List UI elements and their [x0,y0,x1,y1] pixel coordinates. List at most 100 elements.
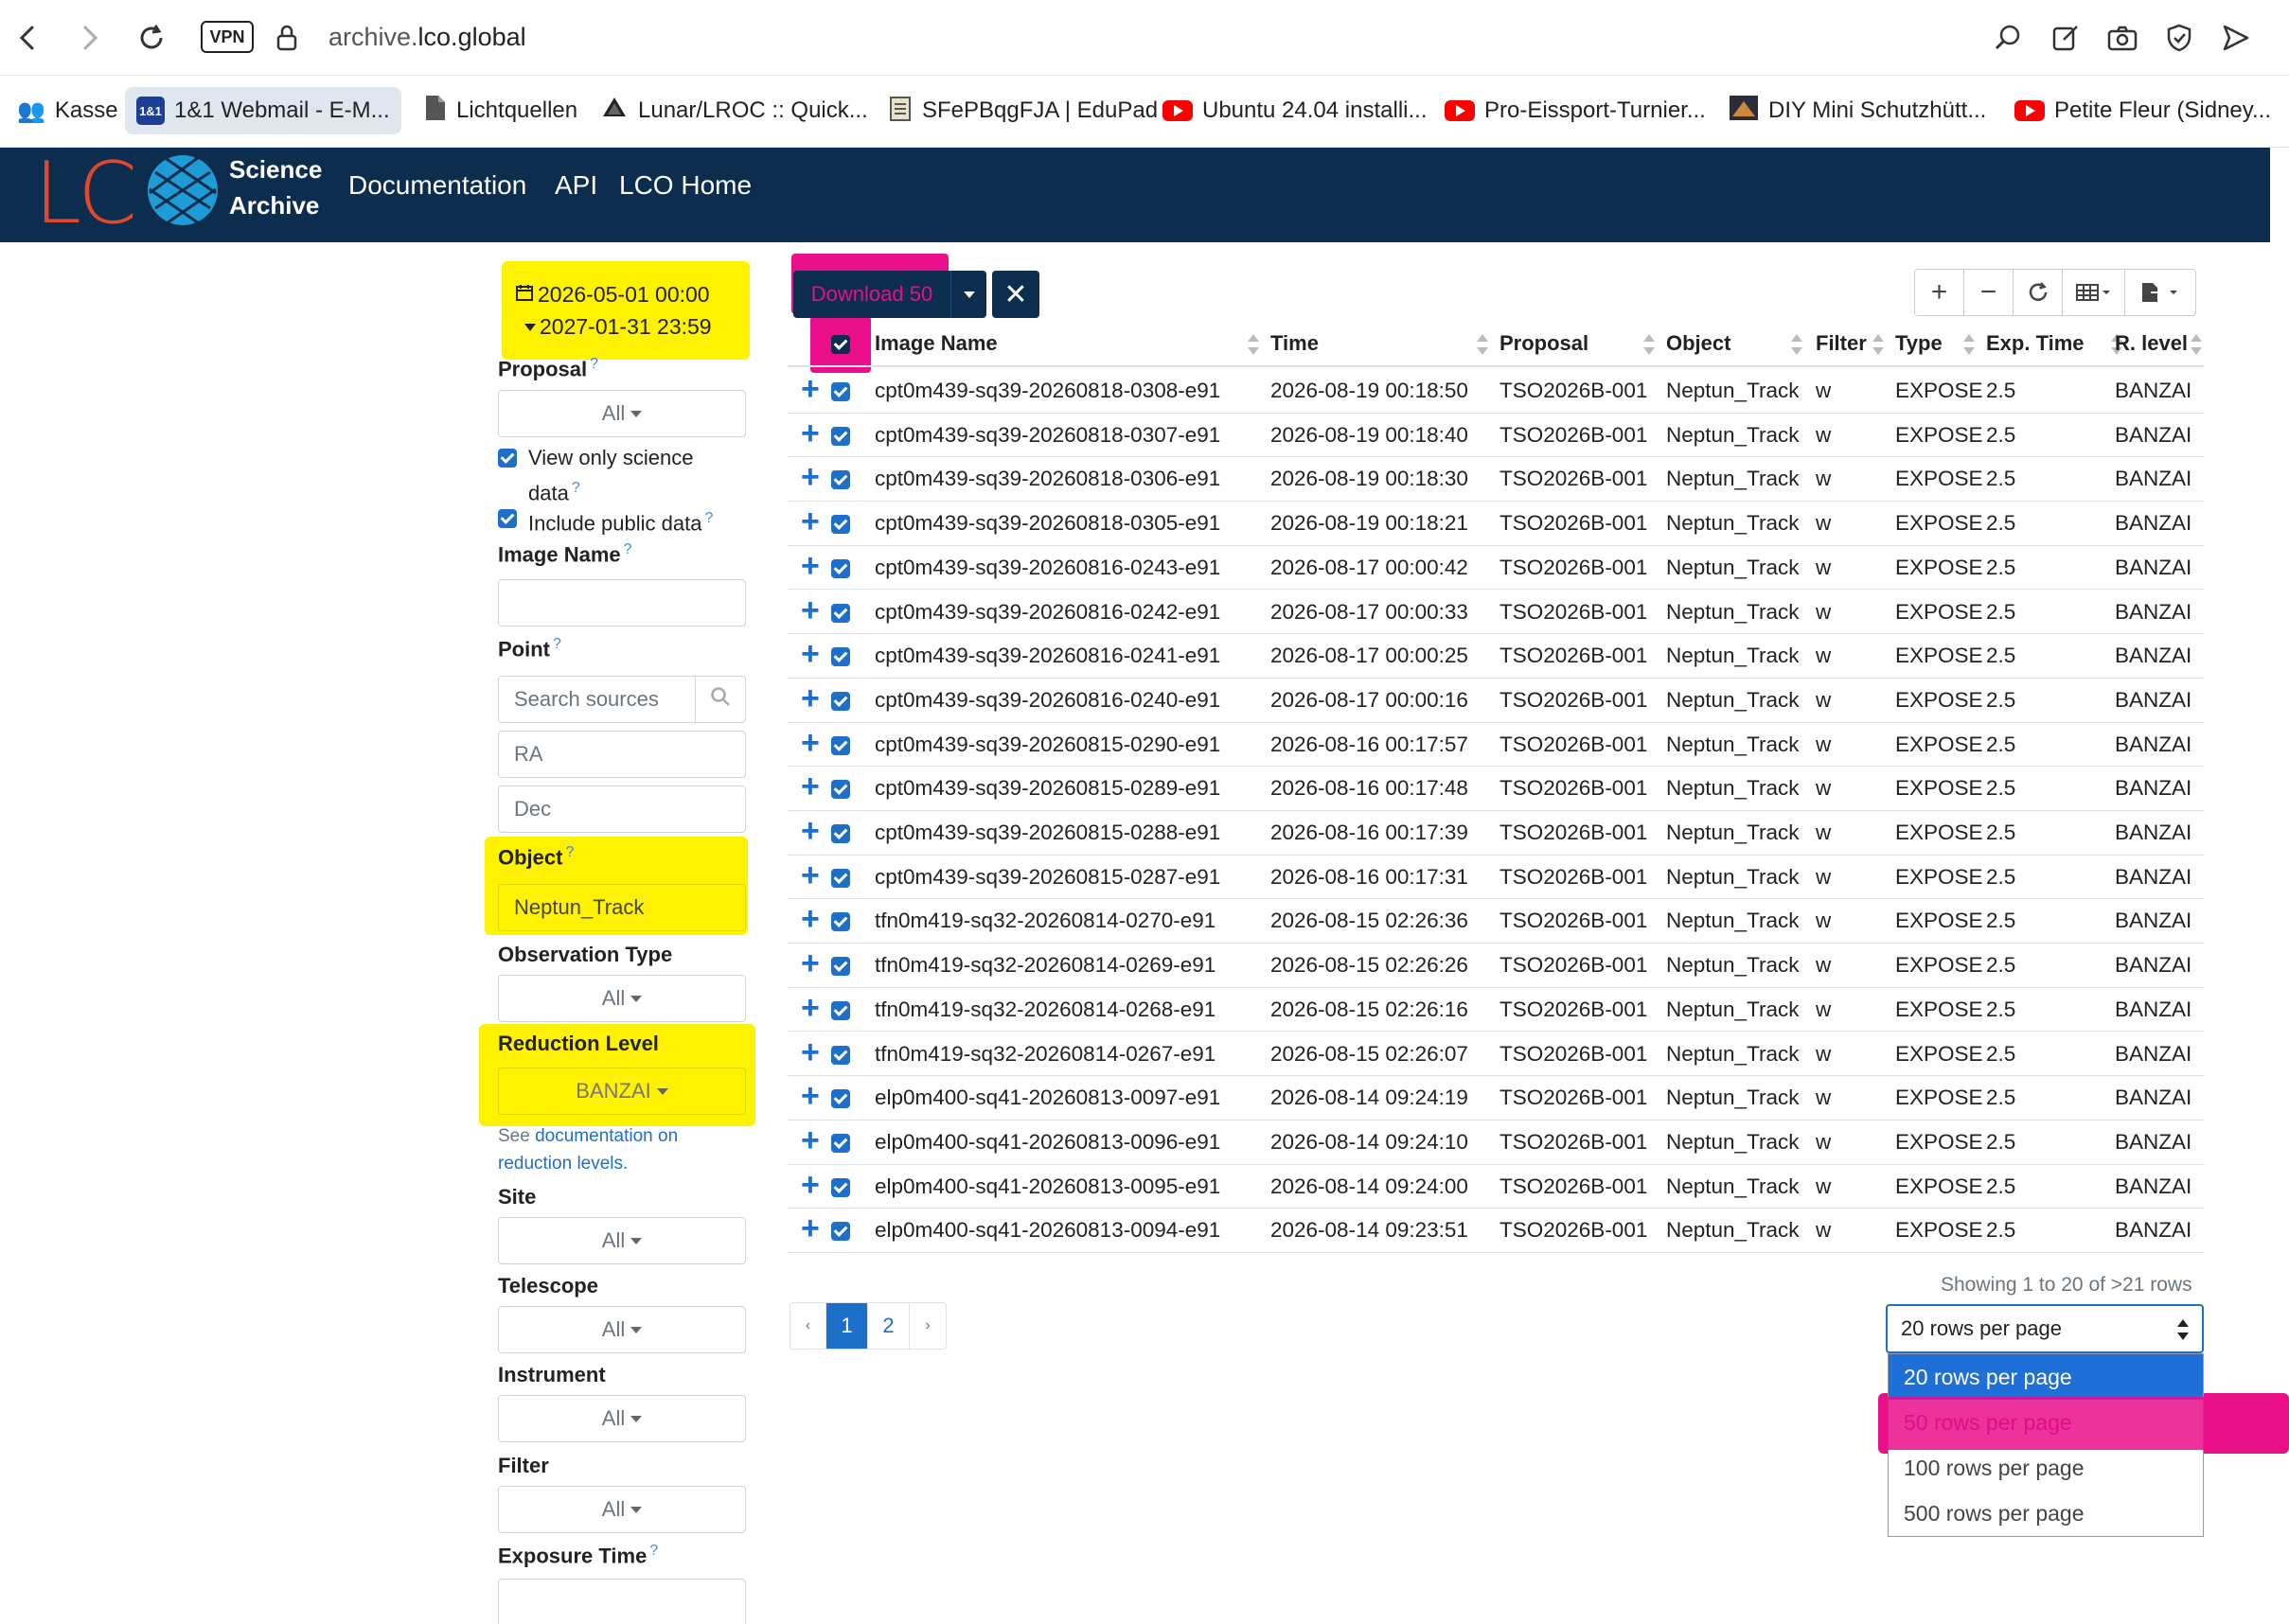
reduction-docs-link[interactable]: documentation on [535,1126,679,1146]
table-row[interactable]: + cpt0m439-sq39-20260818-0308-e91 2026-08-… [788,369,2204,414]
help-icon[interactable]: ? [565,844,575,860]
row-checkbox[interactable] [831,1045,850,1065]
row-checkbox[interactable] [831,1222,850,1242]
col-image-name[interactable]: Image Name [875,331,998,355]
row-checkbox[interactable] [831,868,850,888]
cell-image-name[interactable]: cpt0m439-sq39-20260818-0308-e91 [875,379,1221,402]
expand-row-icon[interactable]: + [801,371,820,407]
table-row[interactable]: + elp0m400-sq41-20260813-0096-e91 2026-08-… [788,1121,2204,1165]
expand-row-icon[interactable]: + [801,813,820,849]
expand-all-icon[interactable]: + [1915,270,1964,315]
rows-option-20[interactable]: 20 rows per page [1889,1354,2203,1400]
page-2-button[interactable]: 2 [868,1303,910,1349]
help-icon[interactable]: ? [553,636,561,652]
table-row[interactable]: + cpt0m439-sq39-20260815-0288-e91 2026-08-… [788,811,2204,856]
row-checkbox[interactable] [831,603,850,623]
row-checkbox[interactable] [831,470,850,490]
table-row[interactable]: + elp0m400-sq41-20260813-0097-e91 2026-08-… [788,1076,2204,1121]
row-checkbox[interactable] [831,780,850,800]
edit-icon[interactable] [2047,19,2085,57]
table-row[interactable]: + cpt0m439-sq39-20260815-0289-e91 2026-08-… [788,767,2204,811]
cell-image-name[interactable]: cpt0m439-sq39-20260816-0242-e91 [875,599,1221,624]
expand-row-icon[interactable]: + [801,415,820,451]
date-range[interactable]: 2026-05-01 00:00 2027-01-31 23:59 [515,278,712,343]
next-page-button[interactable]: › [925,1317,931,1333]
cell-image-name[interactable]: cpt0m439-sq39-20260818-0306-e91 [875,467,1221,491]
cell-image-name[interactable]: cpt0m439-sq39-20260816-0240-e91 [875,687,1221,712]
cell-image-name[interactable]: elp0m400-sq41-20260813-0095-e91 [875,1174,1221,1198]
bookmark-eissport[interactable]: Pro-Eissport-Turnier... [1433,87,1717,134]
col-filter[interactable]: Filter [1816,331,1867,355]
sort-icon[interactable] [1477,333,1488,356]
cell-image-name[interactable]: cpt0m439-sq39-20260815-0289-e91 [875,776,1221,801]
page-1-button[interactable]: 1 [826,1303,868,1349]
public-data-checkbox-row[interactable]: Include public data? [498,503,713,538]
sort-icon[interactable] [1963,333,1975,356]
col-type[interactable]: Type [1895,331,1943,355]
cell-image-name[interactable]: tfn0m419-sq32-20260814-0268-e91 [875,997,1216,1021]
row-checkbox[interactable] [831,426,850,446]
row-checkbox[interactable] [831,957,850,977]
row-checkbox[interactable] [831,1000,850,1020]
cell-image-name[interactable]: cpt0m439-sq39-20260816-0243-e91 [875,555,1221,579]
search-sources-button[interactable] [695,676,746,723]
expand-row-icon[interactable]: + [801,989,820,1026]
row-checkbox[interactable] [831,735,850,755]
cell-image-name[interactable]: cpt0m439-sq39-20260815-0288-e91 [875,821,1221,844]
nav-api[interactable]: API [555,170,598,200]
row-checkbox[interactable] [831,824,850,843]
expand-row-icon[interactable]: + [801,945,820,982]
lco-logo[interactable]: LC [34,144,137,243]
table-row[interactable]: + cpt0m439-sq39-20260816-0240-e91 2026-08-… [788,679,2204,723]
observation-type-select[interactable]: All [498,975,746,1022]
expand-row-icon[interactable]: + [801,901,820,938]
cell-image-name[interactable]: tfn0m419-sq32-20260814-0267-e91 [875,1041,1216,1066]
bookmark-schutzhuette[interactable]: DIY Mini Schutzhütt... [1717,87,1997,134]
ra-input[interactable]: RA [498,731,746,778]
science-only-checkbox-row[interactable]: View only science data? [498,443,693,508]
table-row[interactable]: + cpt0m439-sq39-20260818-0305-e91 2026-08-… [788,502,2204,546]
search-sources-input[interactable]: Search sources [498,676,697,723]
bookmark-lroc[interactable]: Lunar/LROC :: Quick... [589,87,879,134]
help-icon[interactable]: ? [571,480,580,496]
cell-image-name[interactable]: elp0m400-sq41-20260813-0097-e91 [875,1086,1221,1110]
expand-row-icon[interactable]: + [801,636,820,673]
table-row[interactable]: + elp0m400-sq41-20260813-0094-e91 2026-08-… [788,1209,2204,1253]
expand-row-icon[interactable]: + [801,1210,820,1247]
public-data-checkbox[interactable] [498,509,517,528]
table-row[interactable]: + cpt0m439-sq39-20260815-0290-e91 2026-08-… [788,723,2204,768]
table-row[interactable]: + tfn0m419-sq32-20260814-0269-e91 2026-08-… [788,944,2204,988]
cell-image-name[interactable]: tfn0m419-sq32-20260814-0269-e91 [875,953,1216,978]
sort-icon[interactable] [1791,333,1802,356]
vpn-badge[interactable]: VPN [201,21,254,53]
filter-select[interactable]: All [498,1486,746,1533]
sort-icon[interactable] [1248,333,1259,356]
search-page-icon[interactable] [1990,19,2028,57]
site-select[interactable]: All [498,1217,746,1264]
logo-text[interactable]: Science Archive [229,151,322,223]
camera-icon[interactable] [2103,19,2141,57]
sort-icon[interactable] [2111,333,2122,356]
expand-row-icon[interactable]: + [801,680,820,716]
nav-lco-home[interactable]: LCO Home [619,170,753,200]
table-row[interactable]: + elp0m400-sq41-20260813-0095-e91 2026-08-… [788,1165,2204,1209]
reduction-docs-link-2[interactable]: reduction levels. [498,1154,629,1174]
expand-row-icon[interactable]: + [801,591,820,628]
help-icon[interactable]: ? [704,510,714,526]
proposal-select[interactable]: All [498,390,746,437]
rows-option-50[interactable]: 50 rows per page [1904,1409,2072,1435]
table-row[interactable]: + tfn0m419-sq32-20260814-0268-e91 2026-08-… [788,988,2204,1033]
reduction-level-select[interactable]: BANZAI [498,1068,746,1115]
image-name-input[interactable] [498,579,746,627]
science-only-checkbox[interactable] [498,449,517,468]
expand-row-icon[interactable]: + [801,768,820,805]
send-icon[interactable] [2217,19,2255,57]
bookmark-ubuntu[interactable]: Ubuntu 24.04 installi... [1151,87,1438,134]
row-checkbox[interactable] [831,1177,850,1197]
expand-row-icon[interactable]: + [801,724,820,761]
expand-row-icon[interactable]: + [801,1166,820,1203]
cell-image-name[interactable]: cpt0m439-sq39-20260818-0307-e91 [875,422,1221,447]
expand-row-icon[interactable]: + [801,856,820,893]
cell-image-name[interactable]: tfn0m419-sq32-20260814-0270-e91 [875,909,1216,933]
rows-option-100[interactable]: 100 rows per page [1904,1455,2085,1480]
